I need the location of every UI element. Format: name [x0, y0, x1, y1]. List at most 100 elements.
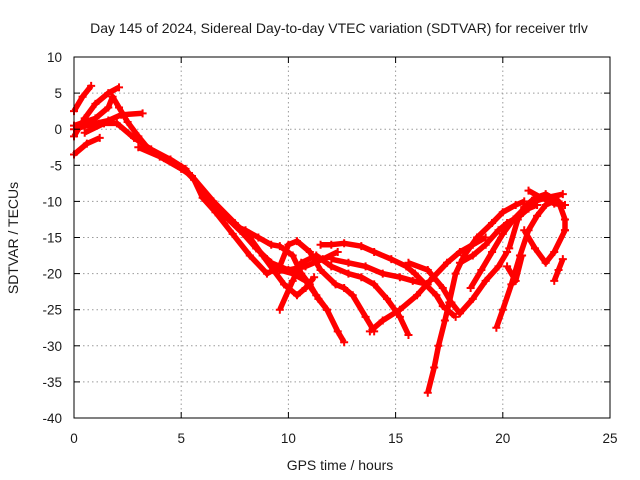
series-track-21: [520, 226, 569, 267]
data-point: [187, 172, 196, 181]
data-point: [365, 327, 374, 336]
data-point: [361, 262, 370, 271]
data-point: [455, 258, 464, 267]
x-tick-label: 20: [495, 431, 510, 446]
data-point: [560, 201, 569, 210]
data-point: [503, 262, 512, 271]
data-point: [498, 208, 507, 217]
series-track-22: [524, 186, 569, 210]
data-point: [78, 92, 87, 101]
y-tick-label: -5: [50, 158, 62, 173]
data-point: [115, 103, 124, 112]
data-point: [115, 83, 124, 92]
data-point: [560, 226, 569, 235]
data-point: [301, 276, 310, 285]
data-point: [537, 193, 546, 202]
data-point: [262, 255, 271, 264]
data-point: [520, 203, 529, 212]
tick-layer: 0 5 10 15 20 25 -40 -35 -30 -25 -20 -15 -10 -5 0 5 10: [42, 50, 617, 446]
data-point: [518, 251, 527, 260]
data-point: [275, 265, 284, 274]
data-point: [245, 251, 254, 260]
data-point: [498, 229, 507, 238]
data-point: [451, 269, 460, 278]
x-tick-label: 10: [281, 431, 296, 446]
data-point: [443, 258, 452, 267]
series-line: [265, 257, 330, 312]
x-tick-label: 25: [602, 431, 617, 446]
series-track-10: [275, 251, 413, 339]
data-point: [440, 316, 449, 325]
data-point: [558, 255, 567, 264]
data-point: [455, 247, 464, 256]
data-point: [344, 269, 353, 278]
data-point: [82, 139, 91, 148]
data-point: [267, 240, 276, 249]
data-point: [316, 265, 325, 274]
data-point: [370, 247, 379, 256]
data-point: [378, 269, 387, 278]
data-point: [430, 363, 439, 372]
data-point: [511, 201, 520, 210]
data-point: [357, 273, 366, 282]
data-point: [524, 186, 533, 195]
data-point: [322, 305, 331, 314]
data-point: [477, 265, 486, 274]
data-point: [280, 280, 289, 289]
series-line: [493, 197, 558, 329]
data-point: [130, 133, 139, 142]
data-point: [410, 269, 419, 278]
data-point: [554, 265, 563, 274]
data-point: [466, 284, 475, 293]
data-point: [357, 242, 366, 251]
data-point: [445, 298, 454, 307]
data-point: [288, 251, 297, 260]
series-line: [527, 188, 566, 208]
data-point: [292, 291, 301, 300]
y-tick-label: -35: [42, 375, 62, 390]
series-track-9: [262, 255, 331, 314]
data-point: [438, 302, 447, 311]
data-point: [481, 276, 490, 285]
y-axis-label: SDTVAR / TECUs: [5, 182, 21, 294]
data-point: [468, 294, 477, 303]
data-point: [327, 262, 336, 271]
data-point: [488, 247, 497, 256]
data-point: [108, 92, 117, 101]
data-point: [245, 233, 254, 242]
data-point: [434, 341, 443, 350]
data-point: [423, 388, 432, 397]
data-point: [95, 133, 104, 142]
data-point: [340, 284, 349, 293]
data-point: [344, 258, 353, 267]
series-layer: [70, 81, 569, 397]
x-tick-label: 15: [388, 431, 403, 446]
data-point: [134, 143, 143, 152]
y-tick-label: -30: [42, 339, 62, 354]
data-point: [104, 89, 113, 98]
y-tick-label: -15: [42, 231, 62, 246]
data-point: [423, 265, 432, 274]
data-point: [123, 117, 132, 126]
data-point: [451, 312, 460, 321]
data-point: [155, 152, 164, 161]
data-point: [254, 233, 263, 242]
data-point: [438, 284, 447, 293]
data-point: [541, 258, 550, 267]
data-point: [468, 251, 477, 260]
data-point: [455, 309, 464, 318]
data-point: [297, 258, 306, 267]
data-point: [520, 226, 529, 235]
data-point: [404, 330, 413, 339]
data-point: [230, 219, 239, 228]
data-point: [387, 255, 396, 264]
y-tick-label: -25: [42, 303, 62, 318]
data-point: [395, 305, 404, 314]
data-point: [275, 242, 284, 251]
data-point: [275, 305, 284, 314]
series-track-23: [550, 255, 567, 285]
data-point: [316, 240, 325, 249]
y-tick-label: -10: [42, 194, 62, 209]
data-point: [87, 81, 96, 90]
